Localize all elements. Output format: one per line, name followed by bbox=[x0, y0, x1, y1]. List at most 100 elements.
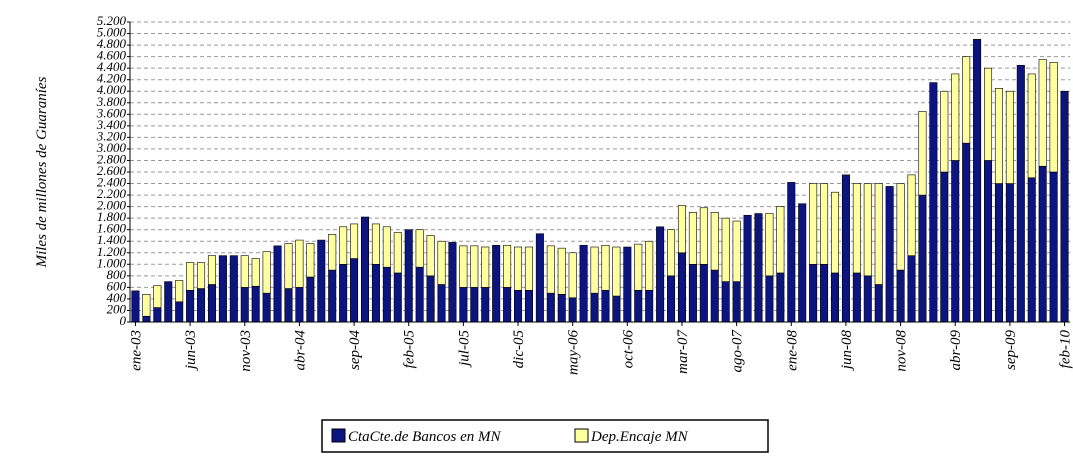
bar-segment bbox=[186, 262, 195, 291]
y-tick-label: 4.600 bbox=[97, 48, 127, 63]
bar-segment bbox=[590, 246, 599, 294]
x-tick-label: nov-03 bbox=[238, 330, 254, 372]
bar-segment bbox=[207, 255, 216, 285]
bar-segment bbox=[667, 229, 676, 277]
bar-segment bbox=[710, 212, 719, 271]
y-tick-label: 1.800 bbox=[97, 209, 127, 224]
bar-segment bbox=[951, 73, 960, 161]
bar-segment bbox=[951, 160, 960, 323]
bar-segment bbox=[393, 232, 402, 274]
legend bbox=[321, 419, 769, 453]
bar-segment bbox=[841, 174, 850, 323]
y-tick-label: 2.600 bbox=[97, 163, 127, 178]
bar-segment bbox=[677, 205, 686, 254]
x-tick-label: jun-03 bbox=[183, 330, 199, 371]
bar-segment bbox=[830, 191, 840, 274]
legend-label: Dep.Encaje MN bbox=[590, 429, 689, 445]
x-tick-label: sep-04 bbox=[347, 330, 363, 370]
bar-segment bbox=[809, 183, 818, 265]
bar-segment bbox=[382, 226, 391, 268]
legend-swatch bbox=[574, 428, 589, 443]
bar-segment bbox=[732, 281, 741, 323]
y-tick-label: 3.200 bbox=[96, 128, 127, 143]
bar-segment bbox=[404, 229, 413, 323]
bar-segment bbox=[820, 183, 829, 265]
y-tick-label: 2.200 bbox=[97, 186, 127, 201]
y-tick-label: 2.800 bbox=[97, 151, 127, 166]
y-tick-label: 3.000 bbox=[96, 140, 127, 155]
y-tick-label: 3.800 bbox=[96, 94, 127, 109]
bar-segment bbox=[863, 275, 872, 323]
bar-segment bbox=[492, 244, 501, 323]
bar-segment bbox=[393, 272, 402, 323]
bar-segment bbox=[994, 88, 1003, 184]
bar-segment bbox=[590, 292, 599, 323]
x-tick-label: feb-05 bbox=[402, 330, 418, 369]
x-tick-label: sep-09 bbox=[1003, 330, 1019, 370]
bar-segment bbox=[852, 272, 861, 323]
y-tick-label: 800 bbox=[107, 267, 127, 282]
y-tick-label: 1.400 bbox=[97, 232, 127, 247]
bar-segment bbox=[940, 171, 949, 323]
bar-segment bbox=[153, 285, 162, 308]
legend-swatch bbox=[331, 428, 346, 443]
x-tick-label: abr-04 bbox=[292, 330, 308, 371]
x-tick-label: abr-09 bbox=[948, 330, 964, 371]
x-tick-label: ago-07 bbox=[730, 329, 746, 373]
x-tick-label: jun-08 bbox=[839, 330, 855, 372]
bar-segment bbox=[371, 264, 380, 323]
bar-segment bbox=[503, 244, 512, 288]
bar-segment bbox=[1049, 62, 1058, 173]
bar-segment bbox=[262, 292, 271, 323]
bar-segment bbox=[197, 262, 206, 289]
bar-segment bbox=[918, 194, 927, 323]
y-tick-label: 1.000 bbox=[97, 255, 127, 270]
x-tick-label: oct-06 bbox=[620, 330, 636, 369]
bar-segment bbox=[874, 183, 883, 285]
bar-segment bbox=[557, 294, 566, 323]
x-tick-label: jul-05 bbox=[456, 330, 472, 368]
bar-segment bbox=[568, 252, 577, 299]
bar-segment bbox=[656, 226, 665, 323]
bar-segment bbox=[229, 255, 238, 323]
bar-segment bbox=[350, 258, 359, 323]
bar-segment bbox=[448, 242, 457, 323]
bar-segment bbox=[1038, 165, 1047, 323]
bar-segment bbox=[251, 258, 260, 287]
y-tick-label: 3.600 bbox=[96, 105, 127, 120]
bar-segment bbox=[852, 183, 861, 274]
bar-segment bbox=[175, 280, 184, 303]
y-tick-label: 3.400 bbox=[96, 117, 127, 132]
bar-segment bbox=[284, 243, 293, 289]
bar-segment bbox=[295, 239, 304, 288]
bar-segment bbox=[907, 174, 916, 256]
bar-segment bbox=[820, 264, 829, 323]
bar-segment bbox=[524, 289, 533, 323]
bar-segment bbox=[579, 244, 588, 323]
bar-segment bbox=[809, 264, 818, 323]
bar-segment bbox=[874, 284, 883, 323]
bar-segment bbox=[251, 285, 260, 323]
bar-segment bbox=[415, 229, 424, 268]
bar-segment bbox=[601, 244, 610, 291]
y-tick-label: 5.000 bbox=[97, 25, 127, 40]
bar-segment bbox=[459, 287, 468, 323]
bar-segment bbox=[776, 272, 785, 323]
y-axis-label: Miles de millones de Guaraníes bbox=[34, 76, 50, 268]
bar-segment bbox=[677, 252, 686, 323]
bar-segment bbox=[667, 275, 676, 323]
bar-segment bbox=[634, 243, 643, 291]
bar-segment bbox=[612, 295, 621, 323]
bar-segment bbox=[186, 289, 195, 323]
bar-segment bbox=[415, 266, 424, 323]
bar-segment bbox=[1049, 171, 1058, 323]
bar-segment bbox=[645, 240, 654, 291]
bar-segment bbox=[503, 287, 512, 323]
bar-segment bbox=[546, 245, 555, 294]
y-tick-label: 2.400 bbox=[97, 175, 127, 190]
y-tick-label: 0 bbox=[120, 313, 127, 328]
bar-segment bbox=[481, 246, 490, 288]
bar-segment bbox=[339, 264, 348, 323]
bar-segment bbox=[896, 183, 905, 271]
bar-segment bbox=[240, 255, 249, 288]
